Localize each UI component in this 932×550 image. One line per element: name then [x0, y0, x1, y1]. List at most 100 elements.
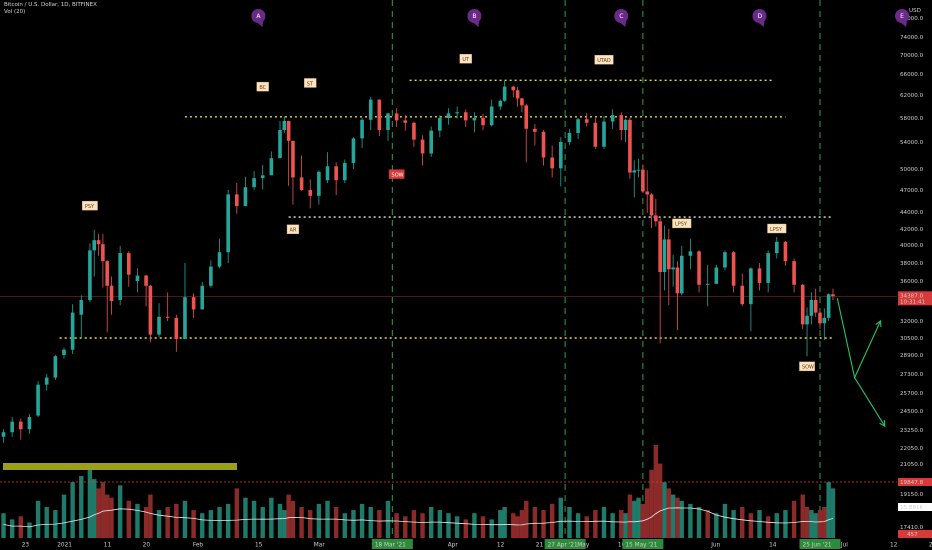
volume-bar: [610, 513, 615, 538]
last-price-value: 34387.0: [900, 293, 924, 299]
candle-body: [667, 239, 671, 270]
wyckoff-label-box: [82, 200, 98, 211]
candle-body: [438, 118, 442, 131]
candle-body: [502, 86, 507, 101]
volume-bar: [394, 513, 399, 538]
volume-value: 457: [907, 532, 918, 538]
candle-body: [109, 285, 114, 302]
y-axis-tick-label: 58000.0: [900, 116, 924, 122]
wyckoff-label-box: [459, 54, 472, 64]
candle-body: [675, 267, 680, 294]
volume-bar: [411, 510, 417, 538]
volume-bar: [636, 497, 641, 538]
volume-bar: [148, 494, 153, 538]
candle-body: [70, 312, 75, 350]
volume-bar: [679, 500, 684, 538]
wyckoff-label-box: [304, 78, 317, 88]
candle-body: [688, 251, 693, 256]
volume-bar: [765, 516, 771, 538]
y-axis-tick-label: 40000.0: [900, 243, 924, 249]
wyckoff-label-box: [594, 55, 614, 65]
volume-ma-badge: [898, 503, 932, 511]
x-axis-tick-label: 15 May '21: [625, 543, 657, 549]
volume-bar: [813, 513, 818, 538]
x-axis-tick-label: 18 Mar '21: [375, 543, 406, 549]
candle-body: [226, 194, 230, 253]
candle-body: [822, 317, 827, 324]
candle-body: [36, 384, 40, 416]
candle-body: [429, 130, 433, 154]
volume-bar: [191, 510, 196, 538]
y-axis-tick-label: 22050.0: [900, 446, 924, 452]
volume-bar: [217, 507, 222, 538]
volume-bar: [420, 513, 425, 538]
volume-bar: [567, 507, 572, 538]
y-axis-tick-label: 27300.0: [900, 372, 924, 378]
candle-body: [183, 297, 187, 340]
y-axis-tick-label: 21050.0: [900, 462, 924, 468]
volume-bar: [783, 510, 788, 538]
volume-bar: [601, 507, 607, 538]
volume-bar: [243, 497, 248, 538]
y-axis-tick-label: 25700.0: [900, 391, 924, 397]
volume-bar: [208, 510, 214, 538]
phase-bubble: [895, 9, 910, 23]
x-axis-highlight-badge: [799, 539, 841, 549]
phase-bubble: [467, 9, 482, 23]
y-axis-tick-label: 28900.0: [900, 353, 924, 359]
candle-body: [766, 253, 770, 283]
volume-bar: [532, 507, 538, 538]
x-axis-tick-label: 25 Jun '21: [803, 543, 832, 549]
candle-body: [584, 119, 589, 123]
x-axis-tick-label: Mar: [314, 543, 326, 549]
symbol-title: Bitcoin / U.S. Dollar, 1D, BITFINEX: [4, 2, 97, 8]
candle-body: [740, 285, 745, 305]
x-axis-highlight-badge: [544, 539, 586, 549]
wyckoff-label-box: [799, 361, 815, 372]
volume-bar: [675, 497, 680, 538]
volume-bar: [377, 510, 382, 538]
volume-bar: [480, 516, 486, 538]
candle-body: [88, 250, 92, 300]
volume-bar: [260, 507, 265, 538]
y-axis-tick-label: 54000.0: [900, 140, 924, 146]
candle-body: [550, 157, 554, 169]
volume-bar: [826, 482, 831, 538]
candle-body: [403, 120, 408, 123]
volume-bar: [385, 500, 391, 538]
y-axis-tick-label: 38000.0: [900, 261, 924, 267]
candle-body: [334, 166, 338, 181]
volume-bar: [316, 503, 322, 538]
volume-bar: [156, 510, 162, 538]
candle-body: [757, 268, 762, 283]
volume-bar: [515, 516, 520, 538]
wyckoff-label: ST: [307, 81, 314, 87]
volume-bar: [593, 510, 598, 538]
candle-body: [127, 253, 131, 275]
wyckoff-label: UTAD: [597, 58, 611, 64]
y-axis-tick-label: 19150.0: [900, 492, 924, 498]
volume-bar: [200, 513, 205, 538]
candle-body: [368, 99, 373, 120]
candle-body: [831, 294, 835, 297]
volume-bar: [61, 494, 67, 538]
volume-bar: [70, 482, 75, 538]
volume-badge: [898, 530, 932, 538]
candle-body: [731, 252, 736, 286]
projection-arrowhead: [875, 319, 882, 328]
volume-indicator-label: Vol (20): [4, 9, 26, 15]
volume-bar: [502, 507, 507, 538]
wyckoff-label-box: [388, 169, 405, 179]
candle-body: [252, 178, 256, 188]
volume-moving-average: [3, 507, 834, 528]
candle-body: [636, 169, 641, 171]
price-marker-value: 19847.8: [900, 480, 924, 486]
highlight-zone: [3, 463, 237, 470]
phase-bubble: [614, 9, 629, 23]
candle-body: [813, 300, 818, 313]
volume-bar: [143, 507, 149, 538]
phase-label: C: [619, 13, 623, 20]
volume-bar: [269, 497, 274, 538]
x-axis-tick-label: 12: [497, 543, 505, 549]
